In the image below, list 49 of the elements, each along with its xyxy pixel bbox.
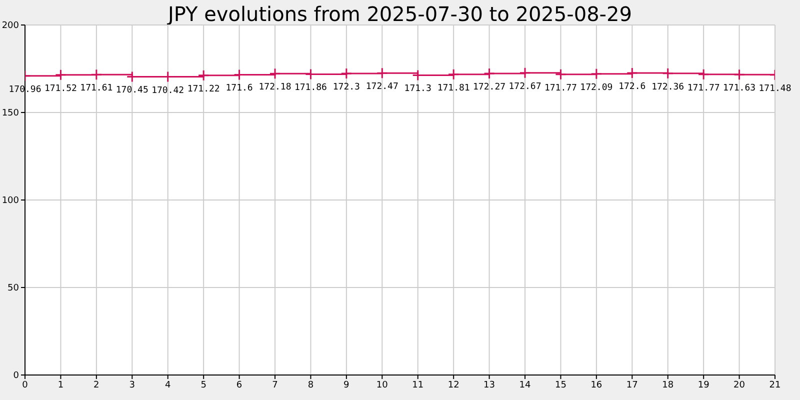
data-label: 171.3 [404, 84, 432, 94]
data-label: 172.6 [618, 82, 646, 92]
data-label: 171.77 [687, 83, 720, 94]
data-label: 172.09 [580, 82, 613, 93]
x-tick-label: 21 [769, 380, 781, 390]
x-tick-label: 17 [626, 380, 638, 390]
data-label: 171.77 [544, 83, 577, 94]
x-tick-label: 2 [94, 380, 100, 390]
x-tick-label: 15 [554, 380, 566, 390]
data-label: 172.36 [652, 82, 684, 92]
data-label: 171.81 [437, 83, 470, 94]
data-label: 171.61 [80, 84, 113, 94]
data-label: 171.52 [44, 84, 77, 94]
x-tick-label: 11 [412, 380, 424, 390]
chart-title: JPY evolutions from 2025-07-30 to 2025-08-29 [168, 2, 632, 26]
x-tick-label: 20 [734, 380, 746, 390]
data-label: 171.48 [758, 84, 792, 94]
data-label: 172.67 [508, 82, 542, 92]
data-label: 172.18 [258, 82, 292, 93]
data-label: 171.22 [187, 84, 220, 94]
y-tick-label: 150 [2, 108, 20, 119]
x-tick-label: 5 [200, 380, 206, 390]
x-tick-label: 3 [129, 380, 136, 390]
x-tick-label: 10 [376, 380, 388, 390]
x-tick-label: 16 [590, 380, 602, 390]
y-tick-label: 100 [2, 196, 20, 206]
data-label: 172.3 [332, 82, 360, 92]
data-label: 170.42 [152, 86, 184, 96]
data-label: 171.86 [294, 83, 327, 94]
x-tick-label: 8 [308, 380, 314, 390]
x-tick-label: 1 [58, 380, 64, 390]
y-tick-label: 50 [8, 284, 20, 294]
x-tick-label: 12 [448, 380, 460, 390]
y-tick-label: 200 [2, 21, 20, 32]
x-tick-label: 6 [236, 380, 242, 390]
data-label: 172.27 [473, 82, 506, 93]
x-tick-label: 4 [164, 380, 171, 390]
data-label: 171.63 [723, 84, 756, 94]
data-label: 172.47 [366, 82, 398, 92]
y-tick-label: 0 [13, 371, 20, 382]
x-tick-label: 14 [519, 380, 531, 390]
data-label: 171.6 [226, 84, 253, 94]
x-tick-label: 9 [344, 380, 350, 390]
x-tick-label: 18 [662, 380, 674, 390]
x-tick-label: 0 [22, 380, 28, 390]
data-label: 170.45 [116, 86, 148, 96]
x-tick-label: 19 [698, 380, 710, 390]
x-tick-label: 13 [484, 380, 496, 390]
x-tick-label: 7 [272, 380, 278, 390]
